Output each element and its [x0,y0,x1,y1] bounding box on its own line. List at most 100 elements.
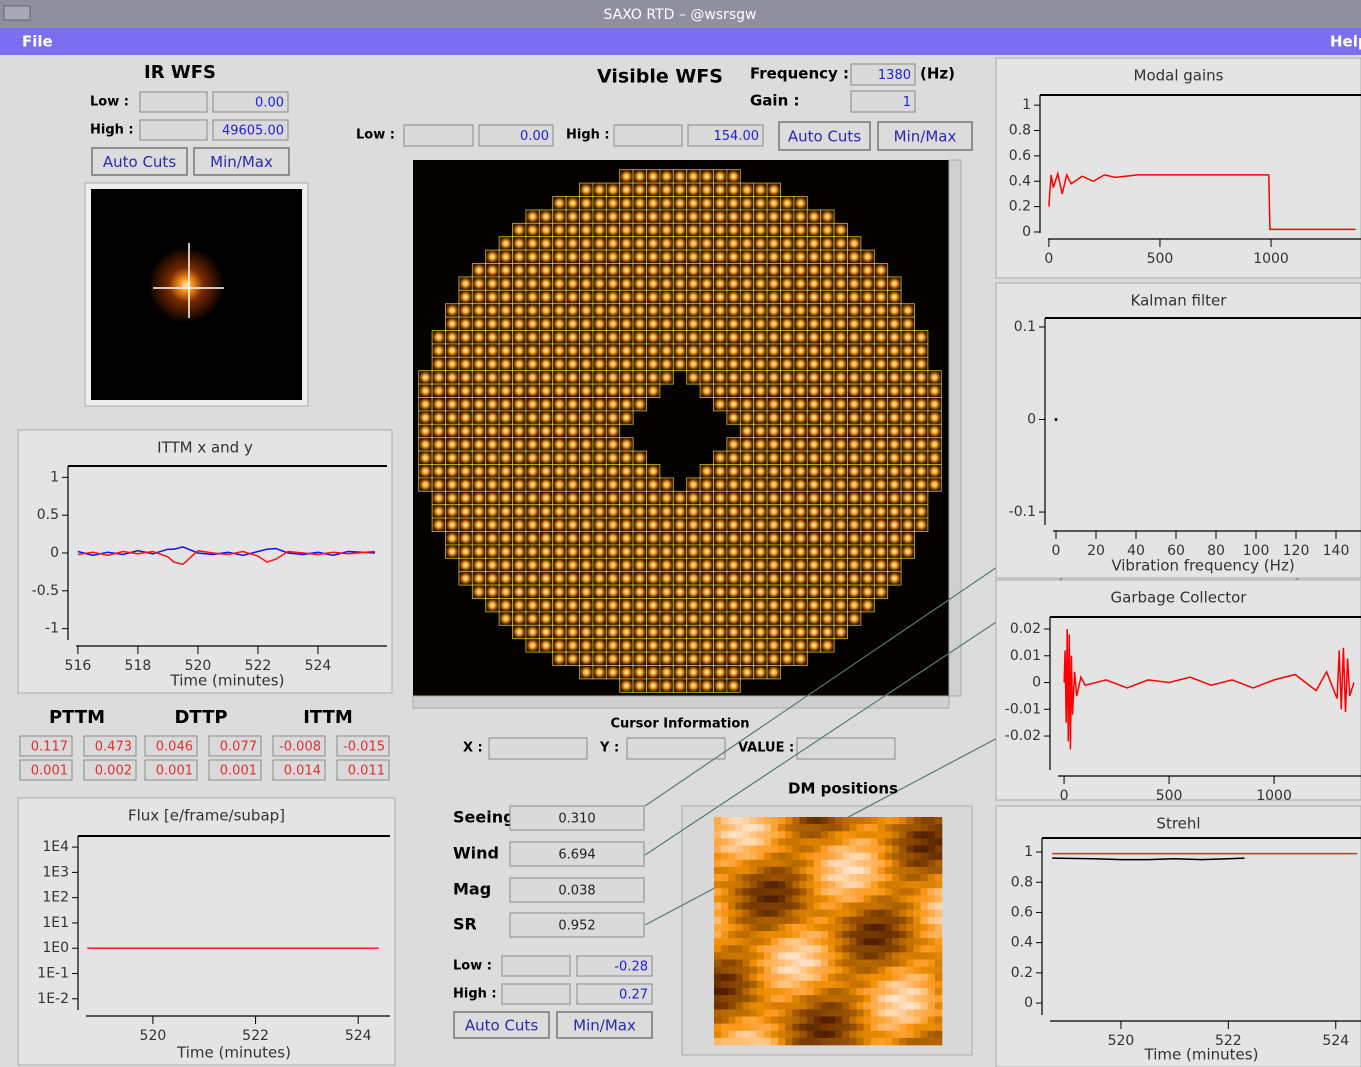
dm-pixel [835,895,842,902]
subaperture [794,304,807,317]
plot-title: Flux [e/frame/subap] [128,807,285,825]
subaperture [539,558,552,571]
dm-pixel [914,924,921,931]
subaperture [807,625,820,638]
subaperture [727,438,740,451]
input-box[interactable] [404,125,473,146]
dm-pixel [914,917,921,924]
window-menu-button[interactable] [4,6,30,20]
subaperture [807,371,820,384]
menu-item[interactable]: Help [1330,33,1361,51]
subaperture [861,384,874,397]
dm-pixel [906,960,913,967]
button-label[interactable]: Min/Max [210,153,273,171]
subaperture [700,237,713,250]
subaperture [499,532,512,545]
subaperture [807,599,820,612]
subaperture [861,277,874,290]
subaperture [566,317,579,330]
dm-pixel [750,824,757,831]
subaperture [848,371,861,384]
subaperture [660,170,673,183]
subaperture [580,625,593,638]
dm-pixel [871,924,878,931]
button-label[interactable]: Min/Max [894,128,957,146]
button-label[interactable]: Auto Cuts [465,1017,538,1035]
dm-pixel [814,860,821,867]
subaperture [848,250,861,263]
subaperture [553,344,566,357]
dm-pixel [785,831,792,838]
dm-pixel [842,938,849,945]
dm-pixel [764,903,771,910]
subaperture [687,304,700,317]
subaperture [459,277,472,290]
dm-pixel [921,838,928,845]
subaperture [807,545,820,558]
subaperture [687,478,700,491]
dm-pixel [821,853,828,860]
input-box[interactable] [140,92,207,112]
subaperture [580,237,593,250]
input-box[interactable] [614,125,682,146]
subaperture [620,304,633,317]
subaperture [606,599,619,612]
subaperture [781,585,794,598]
subaperture [714,290,727,303]
subaperture [714,625,727,638]
dm-pixel [828,895,835,902]
button-label[interactable]: Min/Max [573,1017,636,1035]
screen: SAXO RTD – @wsrsgwFileHelpIR WFSLow :0.0… [0,0,1361,1067]
subaperture [888,277,901,290]
subaperture [781,357,794,370]
menu-item[interactable]: File [22,33,53,51]
input-box[interactable] [140,120,207,140]
subaperture [580,438,593,451]
dm-pixel [849,974,856,981]
subaperture [807,317,820,330]
x-tick-label: 520 [140,1028,167,1044]
dm-pixel [878,874,885,881]
dm-pixel [807,952,814,959]
subaperture [486,371,499,384]
subaperture [821,465,834,478]
input-box[interactable] [502,956,570,976]
dm-pixel [857,974,864,981]
dm-pixel [871,881,878,888]
input-box[interactable] [627,738,725,759]
subaperture [727,250,740,263]
button-label[interactable]: Auto Cuts [788,128,861,146]
dm-pixel [714,860,721,867]
input-box[interactable] [502,984,570,1004]
dm-pixel [842,860,849,867]
subaperture [781,317,794,330]
subaperture [740,532,753,545]
subaperture [580,532,593,545]
subaperture [633,505,646,518]
button-label[interactable]: Auto Cuts [103,153,176,171]
input-box[interactable] [797,738,895,759]
subaperture [513,290,526,303]
dm-pixel [728,1038,735,1045]
subaperture [513,424,526,437]
subaperture [888,465,901,478]
dm-pixel [921,938,928,945]
subaperture [459,438,472,451]
scrollbar[interactable] [949,160,961,696]
subaperture [539,357,552,370]
dm-pixel [743,917,750,924]
subaperture [687,290,700,303]
subaperture [606,210,619,223]
dm-pixel [807,881,814,888]
subaperture [647,625,660,638]
dm-pixel [721,817,728,824]
label: Gain : [750,92,799,110]
subaperture [888,411,901,424]
dm-pixel [771,967,778,974]
subaperture [700,505,713,518]
dm-pixel [714,831,721,838]
input-box[interactable] [489,738,587,759]
subaperture [901,545,914,558]
dm-pixel [821,903,828,910]
subaperture [700,183,713,196]
